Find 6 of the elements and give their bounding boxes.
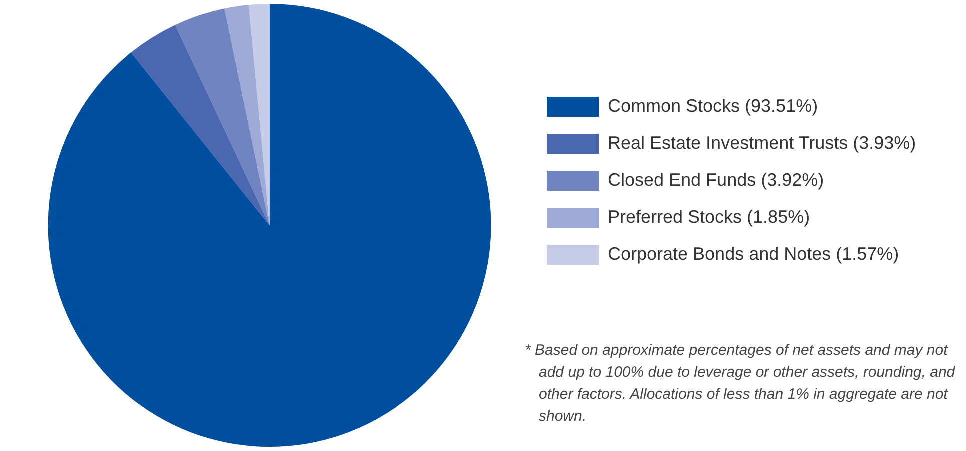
legend-label: Real Estate Investment Trusts (3.93%) — [608, 132, 916, 153]
legend-label: Closed End Funds (3.92%) — [608, 170, 824, 190]
legend-label: Common Stocks (93.51%) — [608, 96, 818, 116]
legend-label: Corporate Bonds and Notes (1.57%) — [608, 244, 900, 264]
text: * Based on approximate percentages of net assets and may not add up to 100% due to leverage or other assets, rounding, and other factors. Allocations of less than 1% in aggregate are not shown. — [525, 341, 956, 427]
legend-label: Preferred Stocks (1.85%) — [608, 206, 810, 227]
